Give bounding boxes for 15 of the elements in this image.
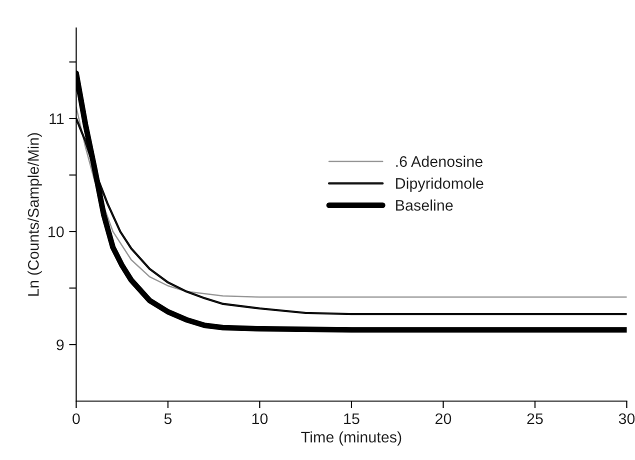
x-tick-label: 0 [72,413,80,424]
x-tick-label: 5 [164,413,172,424]
legend-label: Dipyridomole [396,178,484,192]
y-tick-label: 11 [50,114,64,124]
legend-label: .6 Adenosine [396,156,482,167]
x-tick-label: 25 [527,413,543,424]
x-tick-label: 30 [618,413,635,424]
legend-label: Baseline [396,200,453,211]
y-tick-label: 9 [56,339,64,350]
x-axis-title: Time (minutes) [301,431,402,446]
x-tick-label: 15 [344,413,360,424]
x-tick-label: 10 [252,413,268,424]
y-axis-title: Ln (Counts/Sample/Min) [28,133,42,296]
x-tick-label: 20 [436,413,452,424]
y-tick-label: 10 [48,226,64,238]
